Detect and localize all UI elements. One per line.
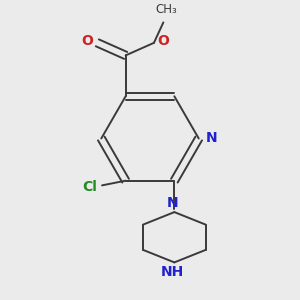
Text: NH: NH (161, 265, 184, 279)
Text: O: O (82, 34, 94, 48)
Text: Cl: Cl (82, 180, 97, 194)
Text: N: N (167, 196, 178, 210)
Text: O: O (158, 34, 170, 48)
Text: N: N (206, 131, 217, 146)
Text: CH₃: CH₃ (156, 3, 177, 16)
